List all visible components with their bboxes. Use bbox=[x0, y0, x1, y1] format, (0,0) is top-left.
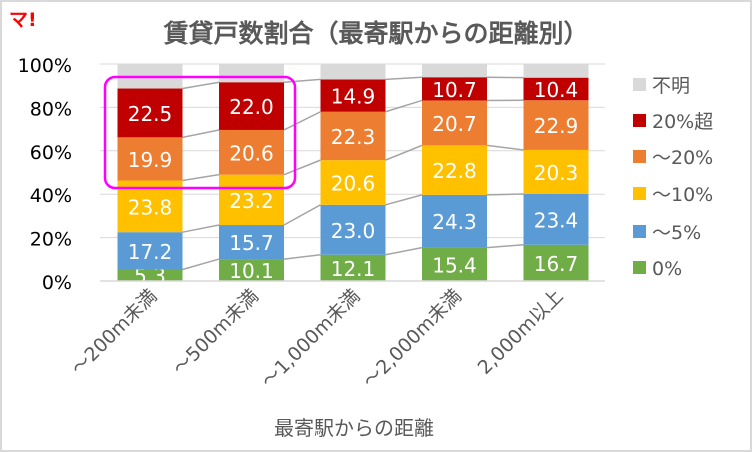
y-tick-label: 20% bbox=[30, 229, 72, 251]
bar-segment bbox=[320, 111, 386, 161]
legend-swatch bbox=[633, 187, 646, 200]
series-line bbox=[283, 253, 321, 260]
bar-segment bbox=[523, 244, 589, 281]
bar-segment bbox=[320, 254, 386, 281]
legend-swatch bbox=[633, 114, 646, 127]
series-line bbox=[283, 159, 321, 176]
legend-swatch bbox=[633, 150, 646, 163]
legend-swatch bbox=[633, 261, 646, 274]
bar-segment bbox=[117, 88, 183, 138]
data-label: 23.8 bbox=[128, 195, 173, 219]
bar-segment bbox=[117, 137, 183, 181]
data-label: 23.4 bbox=[534, 208, 579, 232]
data-label: 22.0 bbox=[229, 95, 274, 119]
data-label: 20.6 bbox=[331, 171, 376, 195]
series-line bbox=[182, 258, 220, 271]
legend-swatch bbox=[633, 225, 646, 238]
series-line bbox=[182, 129, 220, 139]
bar-segment bbox=[422, 145, 487, 195]
data-label: 23.0 bbox=[331, 219, 376, 243]
bar-segment bbox=[422, 64, 487, 78]
y-tick-label: 60% bbox=[30, 142, 72, 164]
data-label: 10.4 bbox=[534, 78, 579, 102]
series-line bbox=[182, 81, 220, 90]
bar-segment bbox=[320, 79, 386, 112]
series-line bbox=[385, 194, 423, 206]
data-label: 15.7 bbox=[229, 231, 274, 255]
data-label: 22.9 bbox=[534, 114, 579, 138]
legend-swatch bbox=[633, 78, 646, 91]
bar-segment bbox=[219, 82, 284, 130]
legend-label: 0% bbox=[652, 258, 682, 280]
series-line bbox=[283, 78, 321, 83]
series-line bbox=[385, 99, 423, 113]
series-line bbox=[486, 193, 524, 196]
bar-segment bbox=[219, 259, 284, 281]
bar-segment bbox=[219, 129, 284, 175]
series-line bbox=[385, 144, 423, 161]
bar-segment bbox=[117, 269, 183, 281]
series-line bbox=[182, 173, 220, 182]
bar-segment bbox=[422, 100, 487, 146]
x-tick-label: ～500m未満 bbox=[168, 285, 263, 380]
data-label: 20.7 bbox=[432, 112, 477, 136]
data-label: 20.3 bbox=[534, 161, 579, 185]
data-label: 10.1 bbox=[229, 259, 274, 283]
series-line bbox=[182, 224, 220, 233]
legend-label: ～10% bbox=[652, 184, 713, 206]
y-tick-label: 80% bbox=[30, 98, 72, 120]
data-label: 10.7 bbox=[432, 78, 477, 102]
series-line bbox=[283, 204, 321, 226]
data-label: 17.2 bbox=[128, 240, 173, 264]
series-line bbox=[283, 111, 321, 131]
series-line bbox=[486, 144, 524, 151]
highlight-box bbox=[103, 75, 297, 190]
bar-segment bbox=[320, 204, 386, 255]
data-label: 12.1 bbox=[331, 257, 376, 281]
bar-segment bbox=[219, 64, 284, 83]
legend-label: 20%超 bbox=[652, 111, 713, 133]
data-label: 14.9 bbox=[331, 85, 376, 109]
bar-segment bbox=[523, 77, 589, 101]
bar-segment bbox=[422, 247, 487, 281]
bar-segment bbox=[523, 100, 589, 150]
x-tick-label: ～2,000m未満 bbox=[359, 285, 466, 392]
bar-segment bbox=[219, 174, 284, 226]
bar-segment bbox=[523, 149, 589, 194]
bar-segment bbox=[320, 160, 386, 205]
y-tick-label: 100% bbox=[18, 55, 72, 77]
data-label: 22.5 bbox=[128, 102, 173, 126]
series-line bbox=[385, 246, 423, 256]
bar-segment bbox=[117, 232, 183, 270]
data-label: 22.3 bbox=[331, 125, 376, 149]
bar-segment bbox=[422, 77, 487, 101]
data-label: 20.6 bbox=[229, 141, 274, 165]
x-tick-label: 2,000m以上 bbox=[474, 285, 568, 379]
x-tick-label: ～200m未満 bbox=[67, 285, 162, 380]
bar-segment bbox=[523, 193, 589, 245]
logo: マ! bbox=[9, 9, 37, 31]
bar-segment bbox=[422, 194, 487, 248]
y-tick-label: 0% bbox=[42, 272, 72, 294]
bar-segment bbox=[219, 225, 284, 260]
bar-segment bbox=[320, 64, 386, 80]
legend-label: ～5% bbox=[652, 222, 701, 244]
data-label: 19.9 bbox=[128, 148, 173, 172]
legend-label: ～20% bbox=[652, 147, 713, 169]
series-line bbox=[385, 76, 423, 81]
y-tick-label: 40% bbox=[30, 185, 72, 207]
data-label: 16.7 bbox=[534, 252, 579, 276]
data-label: 22.8 bbox=[432, 159, 477, 183]
data-label: 23.2 bbox=[229, 189, 274, 213]
x-axis-title: 最寄駅からの距離 bbox=[274, 416, 434, 440]
data-label: 15.4 bbox=[432, 253, 477, 277]
x-tick-label: ～1,000m未満 bbox=[257, 285, 364, 392]
data-label: 24.3 bbox=[432, 210, 477, 234]
bar-segment bbox=[523, 64, 589, 78]
series-line bbox=[486, 244, 524, 249]
chart-title: 賃貸戸数割合（最寄駅からの距離別） bbox=[162, 19, 588, 48]
legend-label: 不明 bbox=[652, 75, 690, 97]
